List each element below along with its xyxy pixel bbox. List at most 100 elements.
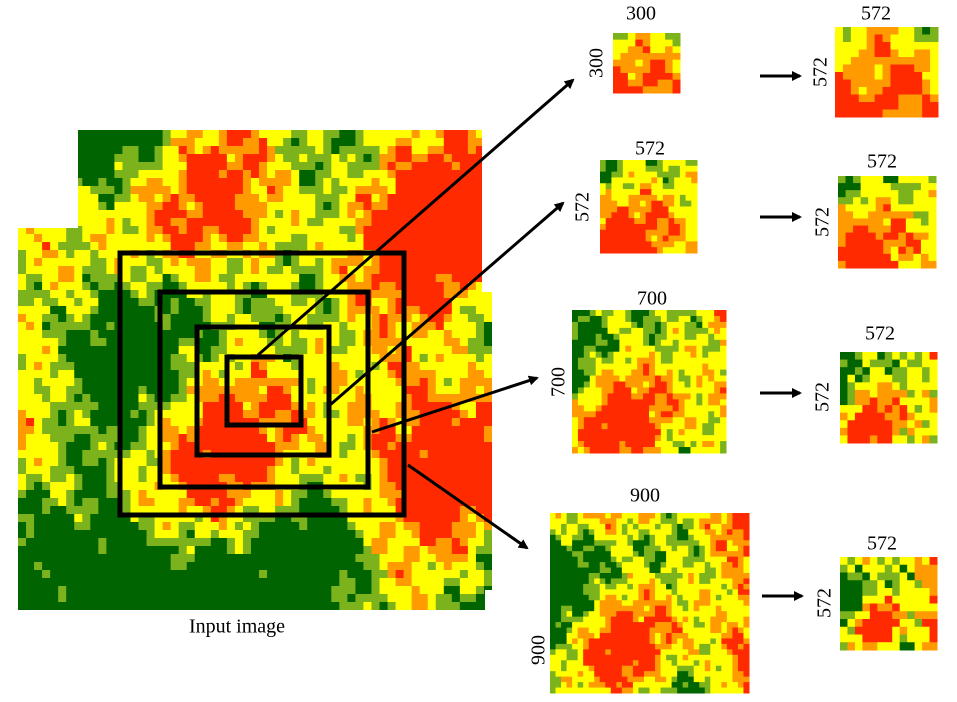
pixel <box>122 234 131 243</box>
pixel <box>913 253 922 262</box>
pixel <box>226 226 236 235</box>
pixel <box>146 514 156 523</box>
pixel <box>90 322 99 331</box>
pixel <box>483 290 492 299</box>
pixel <box>459 546 469 555</box>
pixel <box>874 57 884 65</box>
pixel <box>847 352 856 361</box>
pixel <box>323 242 332 251</box>
pixel <box>146 210 156 219</box>
pixel <box>649 405 656 412</box>
pixel <box>678 345 686 353</box>
pixel <box>853 211 862 219</box>
pixel <box>666 363 674 371</box>
pixel <box>242 362 252 371</box>
pixel <box>74 498 83 507</box>
pixel <box>82 314 91 323</box>
pixel <box>720 363 727 371</box>
pixel <box>637 375 644 382</box>
pixel <box>347 370 356 379</box>
pixel <box>283 130 292 139</box>
pixel <box>82 498 91 507</box>
pixel <box>858 94 868 103</box>
pixel <box>605 194 612 202</box>
pixel <box>411 170 421 179</box>
pixel <box>589 351 597 359</box>
pixel <box>595 429 603 436</box>
pixel <box>634 212 641 219</box>
pixel <box>605 229 612 237</box>
pixel <box>267 170 276 179</box>
pixel <box>403 354 413 363</box>
pixel <box>363 218 372 227</box>
pixel <box>307 298 316 307</box>
pixel <box>74 330 83 339</box>
pixel <box>210 538 220 547</box>
pixel <box>696 411 703 418</box>
pixel <box>74 338 83 347</box>
pixel <box>74 138 83 147</box>
pixel <box>443 282 453 291</box>
pixel <box>186 586 196 595</box>
pixel <box>684 429 691 436</box>
pixel <box>138 474 148 483</box>
pixel <box>411 370 421 379</box>
pixel <box>595 375 603 382</box>
pixel <box>835 94 844 103</box>
pixel <box>202 594 212 603</box>
pixel <box>685 235 692 242</box>
pixel <box>259 442 268 451</box>
pixel <box>315 490 324 499</box>
pixel <box>882 57 891 65</box>
pixel <box>299 202 308 211</box>
pixel <box>483 538 492 547</box>
pixel <box>106 226 115 235</box>
pixel <box>451 514 461 523</box>
pixel <box>371 554 381 563</box>
pixel <box>194 530 204 539</box>
pixel <box>866 87 876 95</box>
pixel <box>666 435 674 442</box>
pixel <box>674 235 681 242</box>
pixel <box>601 417 609 424</box>
pixel <box>130 386 140 395</box>
pixel <box>138 586 148 595</box>
pixel <box>877 405 886 414</box>
pixel <box>639 183 647 190</box>
pixel <box>451 370 461 379</box>
pixel <box>259 434 268 443</box>
pixel <box>90 546 99 555</box>
pixel <box>106 354 115 363</box>
pixel <box>634 235 641 242</box>
pixel <box>868 232 877 241</box>
pixel <box>459 442 469 451</box>
pixel <box>668 200 675 207</box>
pixel <box>186 530 196 539</box>
pixel <box>892 435 901 444</box>
pixel <box>853 218 862 227</box>
pixel <box>691 218 698 225</box>
pixel <box>869 382 878 391</box>
pixel <box>202 130 212 139</box>
pixel <box>651 218 658 225</box>
pixel <box>347 338 356 347</box>
pixel <box>875 183 884 191</box>
pixel <box>577 357 585 365</box>
pixel <box>178 210 188 219</box>
pixel <box>202 554 212 563</box>
pixel <box>226 402 236 411</box>
pixel <box>387 434 397 443</box>
pixel <box>379 442 389 451</box>
pixel <box>98 418 107 427</box>
pixel <box>611 235 618 242</box>
pixel <box>146 506 156 515</box>
pixel <box>194 146 204 155</box>
pixel <box>854 374 863 383</box>
pixel <box>194 186 204 195</box>
pixel <box>645 200 652 207</box>
pixel <box>443 330 453 339</box>
pixel <box>114 538 123 547</box>
pixel <box>875 190 884 198</box>
pixel <box>58 594 67 603</box>
pixel <box>613 429 620 436</box>
